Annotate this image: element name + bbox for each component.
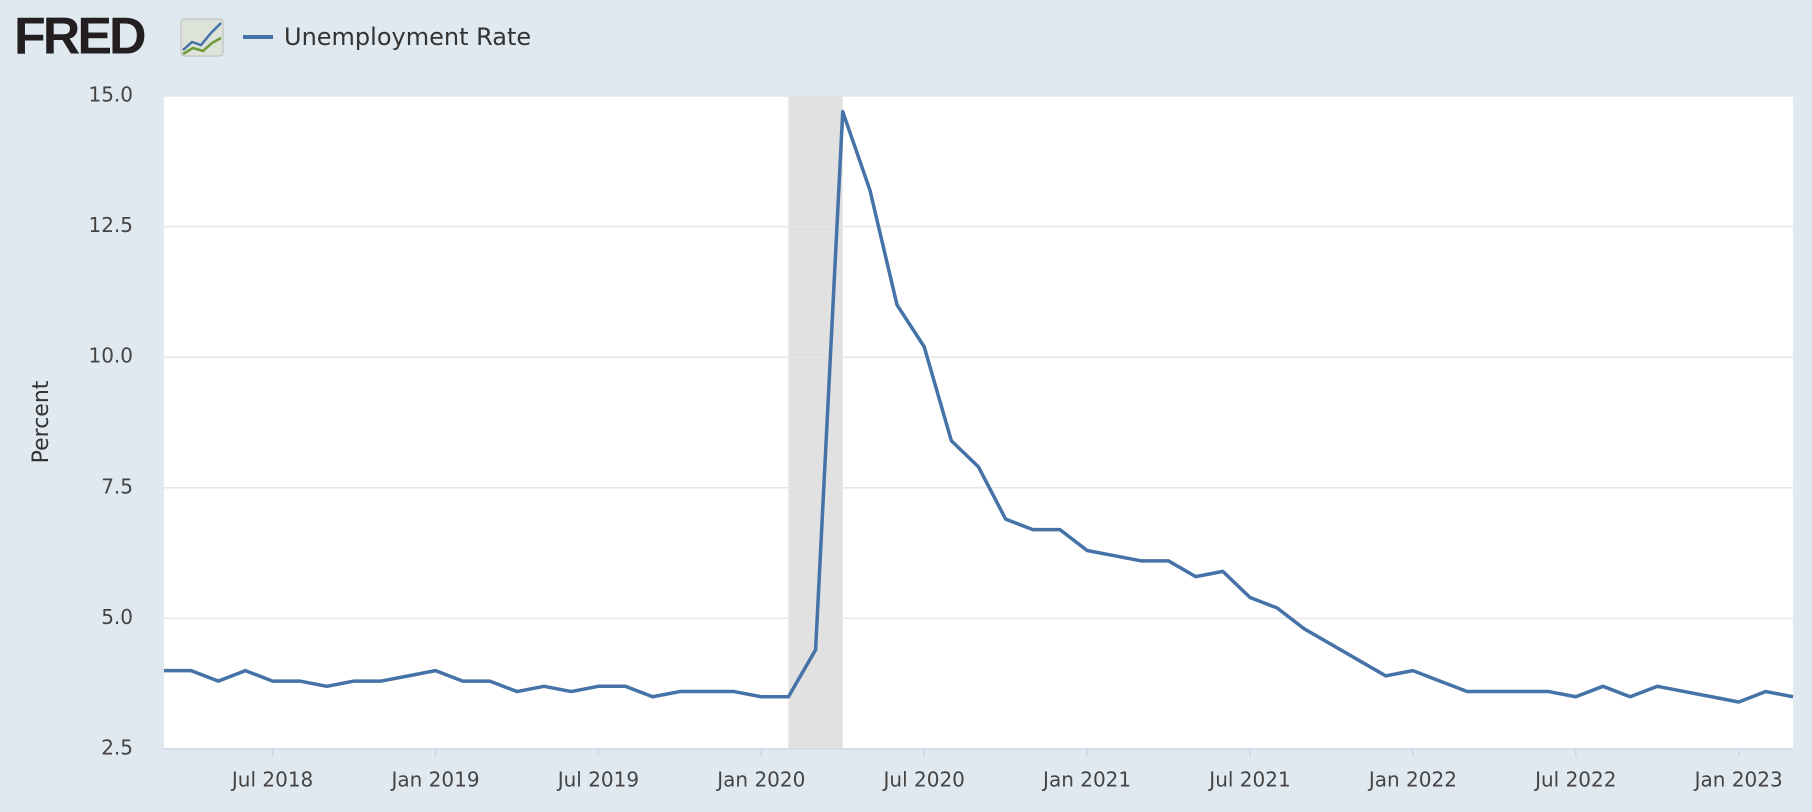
y-tick-label: 7.5 — [101, 474, 133, 498]
x-tick-label: Jul 2021 — [1207, 768, 1290, 792]
y-tick-label: 15.0 — [88, 83, 133, 107]
legend-label[interactable]: Unemployment Rate — [284, 23, 531, 51]
y-tick-label: 12.5 — [88, 213, 133, 237]
y-tick-label: 10.0 — [88, 344, 133, 368]
logo[interactable]: FRED — [14, 8, 148, 66]
x-tick-label: Jan 2022 — [1367, 768, 1457, 792]
x-tick-label: Jan 2021 — [1041, 768, 1131, 792]
x-tick-label: Jan 2019 — [389, 768, 479, 792]
x-tick-label: Jan 2023 — [1693, 768, 1783, 792]
y-axis-label: Percent — [29, 380, 54, 463]
plot-area — [164, 96, 1793, 749]
logo-icon — [180, 18, 224, 57]
x-tick-label: Jul 2018 — [230, 768, 313, 792]
x-tick-label: Jul 2020 — [882, 768, 965, 792]
x-tick-label: Jul 2022 — [1533, 768, 1616, 792]
y-tick-label: 2.5 — [101, 736, 133, 760]
data-line — [164, 109, 1794, 704]
x-tick-label: Jul 2019 — [556, 768, 639, 792]
y-tick-label: 5.0 — [101, 605, 133, 629]
x-tick-label: Jan 2020 — [715, 768, 805, 792]
